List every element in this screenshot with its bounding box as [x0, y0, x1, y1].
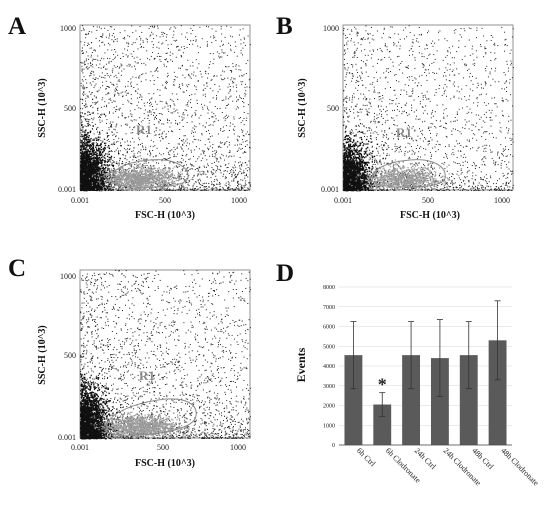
bar-y-tick-label: 5000: [323, 344, 335, 350]
y-tick-c-top: 1000: [60, 272, 76, 281]
y-tick-c-mid: 500: [64, 351, 76, 360]
panel-label-b: B: [276, 13, 293, 40]
bar: [430, 358, 449, 445]
gate-label-b: R1: [396, 125, 412, 140]
y-tick-c-bottom: 0.001: [58, 433, 76, 442]
scatter-dots-c: [80, 270, 251, 440]
x-tick-c-right: 1000: [230, 443, 246, 452]
bar-y-tick-label: 0: [332, 443, 335, 449]
gate-outline-a: [111, 159, 189, 188]
bar: [488, 340, 507, 445]
bar-y-tick-label: 6000: [323, 325, 335, 331]
significance-star: *: [378, 375, 387, 395]
bar-category-label: 48h Clodronate: [499, 446, 541, 488]
bar-category-label: 6h Ctrl: [355, 446, 378, 469]
bar-y-ticks: 0 1000 2000 3000 4000 5000 6000 7000 8000: [323, 285, 335, 449]
bar-error-bars: [350, 300, 501, 417]
bar-y-tick-label: 1000: [323, 423, 335, 429]
y-tick-a-top: 1000: [60, 24, 76, 33]
bar-y-axis-label: Events: [294, 347, 308, 382]
y-axis-label-a: SSC-H (10^3): [37, 78, 48, 137]
x-tick-a-mid: 500: [159, 196, 171, 205]
y-tick-b-mid: 500: [327, 104, 339, 113]
x-tick-a-right: 1000: [231, 196, 247, 205]
gate-label-a: R1: [136, 122, 152, 137]
bar-y-tick-label: 4000: [323, 364, 335, 370]
bar-y-tick-label: 7000: [323, 305, 335, 311]
bar: [344, 355, 363, 445]
bar: [402, 355, 421, 445]
gate-outline-c: [105, 398, 197, 436]
scatter-dots-b: [343, 25, 514, 192]
x-axis-label-a: FSC-H (10^3): [135, 210, 195, 221]
bar-y-tick-label: 2000: [323, 404, 335, 410]
panel-label-d: D: [276, 260, 294, 287]
panel-c: C R1 1000 500 0.001 0.001 500 1000 FSC-H…: [8, 255, 251, 469]
bar: [373, 404, 392, 445]
gate-label-c: R1: [139, 368, 155, 383]
y-axis-label-c: SSC-H (10^3): [37, 325, 48, 384]
x-axis-label-c: FSC-H (10^3): [135, 458, 195, 469]
panel-b: B R1 1000 500 0.001 0.001 500 1000 FSC-H…: [276, 13, 514, 221]
panel-label-c: C: [8, 255, 26, 282]
bar-category-label: 48h Ctrl: [470, 446, 496, 472]
panel-a: A R1 1000 500 0.001 0.001 500 1000 FSC-H…: [8, 13, 251, 221]
x-tick-b-right: 1000: [494, 196, 510, 205]
scatter-dots-a: [80, 25, 251, 192]
x-tick-c-mid: 500: [157, 443, 169, 452]
bar-y-tick-label: 3000: [323, 384, 335, 390]
bar-marks: [344, 340, 507, 445]
x-tick-b-mid: 500: [422, 196, 434, 205]
bar-category-label: 24h Ctrl: [413, 446, 439, 472]
x-tick-b-left: 0.001: [334, 196, 352, 205]
panel-d: D 0 1000 2000 3000 4000 5000 6000 7000 8000 6h C…: [276, 260, 541, 488]
x-tick-a-left: 0.001: [71, 196, 89, 205]
y-tick-b-bottom: 0.001: [321, 185, 339, 194]
y-axis-label-b: SSC-H (10^3): [297, 78, 308, 137]
bar: [459, 355, 478, 445]
gate-outline-b: [371, 159, 446, 188]
y-tick-b-top: 1000: [323, 24, 339, 33]
x-tick-c-left: 0.001: [71, 443, 89, 452]
panel-label-a: A: [8, 13, 26, 40]
bar-gridlines: [339, 286, 512, 446]
y-tick-a-bottom: 0.001: [58, 185, 76, 194]
bar-y-tick-label: 8000: [323, 285, 335, 291]
x-axis-label-b: FSC-H (10^3): [400, 210, 460, 221]
y-tick-a-mid: 500: [64, 104, 76, 113]
